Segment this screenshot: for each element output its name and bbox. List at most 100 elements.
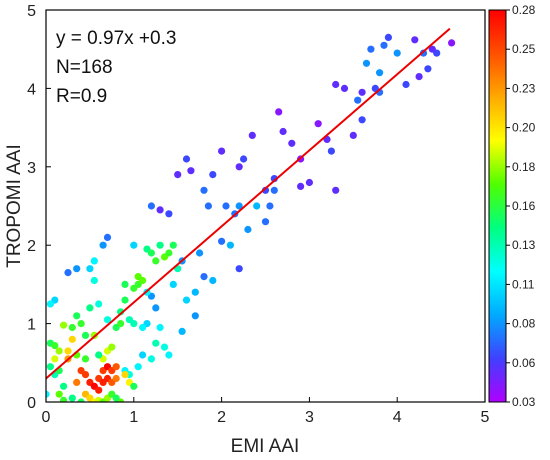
data-point (380, 41, 388, 49)
data-point (393, 49, 401, 57)
colorbar-tick-label: 0.28 (512, 3, 536, 17)
data-point (340, 84, 349, 92)
data-point (64, 269, 72, 277)
data-point (165, 210, 173, 218)
data-point (248, 131, 256, 139)
data-point (235, 163, 243, 171)
data-point (81, 371, 90, 379)
data-point (68, 394, 76, 402)
plot-area (46, 10, 485, 402)
data-point (178, 327, 186, 335)
data-point (103, 233, 112, 241)
data-point (121, 280, 129, 288)
data-point (121, 296, 129, 304)
data-point (191, 288, 199, 296)
colorbar (488, 9, 507, 403)
y-tick-label: 0 (27, 395, 36, 412)
y-tick-label: 1 (27, 317, 36, 334)
data-point (261, 218, 270, 226)
colorbar-tick-label: 0.03 (512, 395, 536, 409)
data-point (253, 202, 261, 210)
data-point (68, 323, 76, 332)
data-point (209, 171, 217, 179)
x-tick-label: 3 (305, 409, 314, 426)
data-point (156, 241, 164, 249)
data-point (73, 378, 81, 386)
data-point (376, 69, 384, 77)
data-point (218, 147, 226, 155)
data-point (235, 202, 243, 210)
data-point (261, 186, 270, 194)
data-point (169, 280, 177, 288)
data-point (275, 108, 283, 116)
data-point (362, 59, 371, 67)
y-tick-label: 2 (27, 238, 36, 255)
data-point (90, 257, 98, 265)
data-point (358, 88, 366, 96)
data-point (68, 335, 76, 343)
data-point (55, 390, 63, 398)
data-point (130, 241, 138, 249)
data-point (108, 343, 116, 351)
y-axis-ticks: 0 1 2 3 4 5 (27, 3, 51, 412)
data-point (182, 296, 191, 304)
data-point (222, 202, 230, 210)
data-point (297, 182, 305, 190)
data-point (349, 131, 357, 139)
data-point (448, 39, 456, 47)
data-point (139, 351, 147, 359)
colorbar-tick-label: 0.23 (512, 81, 536, 95)
data-point (314, 120, 322, 128)
x-tick-label: 0 (42, 409, 51, 426)
x-tick-label: 4 (393, 409, 402, 426)
data-point (327, 147, 335, 155)
data-point (204, 202, 212, 210)
data-point (121, 371, 129, 379)
data-point (112, 363, 120, 371)
data-point (134, 363, 142, 371)
data-point (95, 300, 103, 308)
data-point (152, 257, 160, 265)
y-tick-label: 5 (27, 3, 36, 20)
y-tick-label: 3 (27, 160, 36, 177)
data-point (46, 363, 55, 371)
data-point (266, 202, 274, 210)
data-point (196, 249, 204, 257)
data-point (288, 139, 296, 147)
correlation-coefficient: R=0.9 (56, 86, 107, 107)
data-point (174, 171, 182, 179)
data-point (95, 386, 103, 394)
data-point (235, 265, 243, 273)
data-point (46, 300, 55, 308)
data-point (428, 45, 436, 53)
data-point (86, 304, 94, 312)
data-point (270, 186, 278, 194)
data-point (411, 36, 419, 44)
data-point (46, 390, 50, 398)
y-tick-label: 4 (27, 81, 36, 98)
data-point (73, 312, 81, 320)
data-point (147, 249, 155, 257)
data-point (90, 276, 98, 285)
data-point (152, 304, 160, 312)
y-axis-label: TROPOMI AAI (4, 144, 25, 268)
data-point (130, 382, 138, 390)
data-point (332, 80, 340, 89)
data-point (55, 347, 63, 355)
data-point (81, 331, 90, 339)
data-point (51, 342, 59, 350)
data-point (354, 96, 362, 104)
data-point (156, 206, 164, 214)
data-point (165, 249, 173, 257)
colorbar-tick-label: 0.13 (512, 238, 536, 252)
data-point (77, 398, 85, 402)
data-point (60, 382, 68, 390)
data-point (218, 237, 226, 245)
data-point (402, 80, 410, 89)
data-point (60, 321, 68, 329)
data-point (73, 265, 81, 273)
colorbar-tick-label: 0.20 (512, 121, 536, 135)
data-point (209, 276, 217, 285)
data-point (77, 320, 85, 328)
